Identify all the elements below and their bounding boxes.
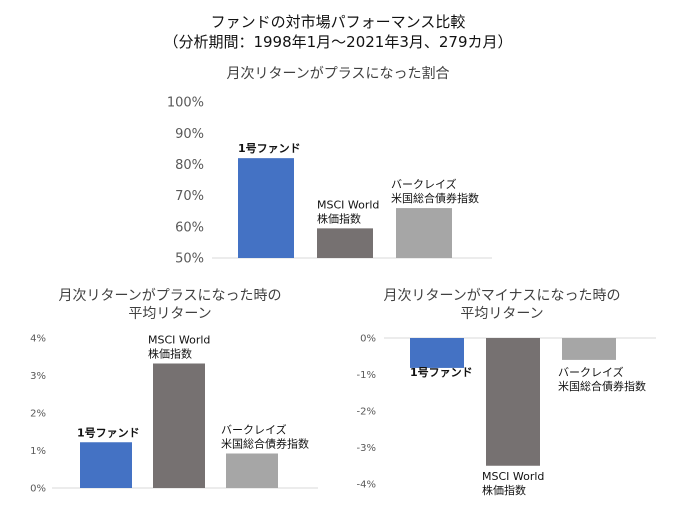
chart-2-title: 平均リターン	[128, 306, 211, 322]
y-tick-label: 90%	[175, 127, 204, 142]
bar-2-label: MSCI World	[148, 334, 210, 347]
bar-2	[317, 228, 373, 258]
y-tick-label: -1%	[357, 370, 376, 381]
y-tick-label: 70%	[175, 189, 204, 204]
bar-3-label: 米国総合債券指数	[558, 379, 646, 393]
y-tick-label: 3%	[30, 371, 46, 382]
y-tick-label: 2%	[30, 409, 46, 420]
y-tick-label: 0%	[30, 484, 46, 495]
bar-3	[396, 208, 452, 258]
y-tick-label: 4%	[30, 334, 46, 345]
y-tick-label: -3%	[357, 443, 376, 454]
bar-1-label: 1号ファンド	[410, 366, 473, 379]
bar-3-label: バークレイズ	[221, 423, 287, 437]
bar-2-label: 株価指数	[317, 211, 361, 225]
y-tick-label: 50%	[175, 252, 204, 267]
bar-2	[486, 338, 540, 466]
bar-3-label: バークレイズ	[558, 365, 624, 379]
bar-3	[562, 338, 616, 360]
y-tick-label: 0%	[360, 334, 376, 345]
bar-1-label: 1号ファンド	[77, 426, 140, 439]
y-tick-label: 100%	[167, 96, 204, 111]
chart-2-title: 月次リターンがプラスになった時の	[58, 288, 281, 304]
bar-2-label: MSCI World	[482, 470, 544, 483]
bar-3-label: 米国総合債券指数	[391, 191, 479, 205]
bar-2-label: MSCI World	[317, 198, 379, 211]
bar-3-label: バークレイズ	[391, 177, 457, 191]
bar-2	[153, 363, 205, 488]
chart-3-title: 月次リターンがマイナスになった時の	[383, 288, 620, 304]
bar-1	[410, 338, 464, 368]
bar-1	[238, 158, 294, 258]
chart-3-title: 平均リターン	[460, 306, 543, 322]
bar-3	[226, 453, 278, 488]
bar-3-label: 米国総合債券指数	[221, 437, 309, 451]
bar-1-label: 1号ファンド	[238, 142, 301, 155]
bar-2-label: 株価指数	[482, 483, 526, 497]
chart-subtitle: （分析期間：1998年1月～2021年3月、279カ月）	[163, 33, 513, 51]
chart-1-title: 月次リターンがプラスになった割合	[226, 65, 449, 82]
y-tick-label: -4%	[357, 480, 376, 491]
bar-1	[80, 442, 132, 488]
chart-main-title: ファンドの対市場パフォーマンス比較	[210, 13, 466, 31]
y-tick-label: 1%	[30, 446, 46, 457]
y-tick-label: 60%	[175, 220, 204, 235]
y-tick-label: 80%	[175, 158, 204, 173]
y-tick-label: -2%	[357, 407, 376, 418]
bar-2-label: 株価指数	[148, 347, 192, 361]
